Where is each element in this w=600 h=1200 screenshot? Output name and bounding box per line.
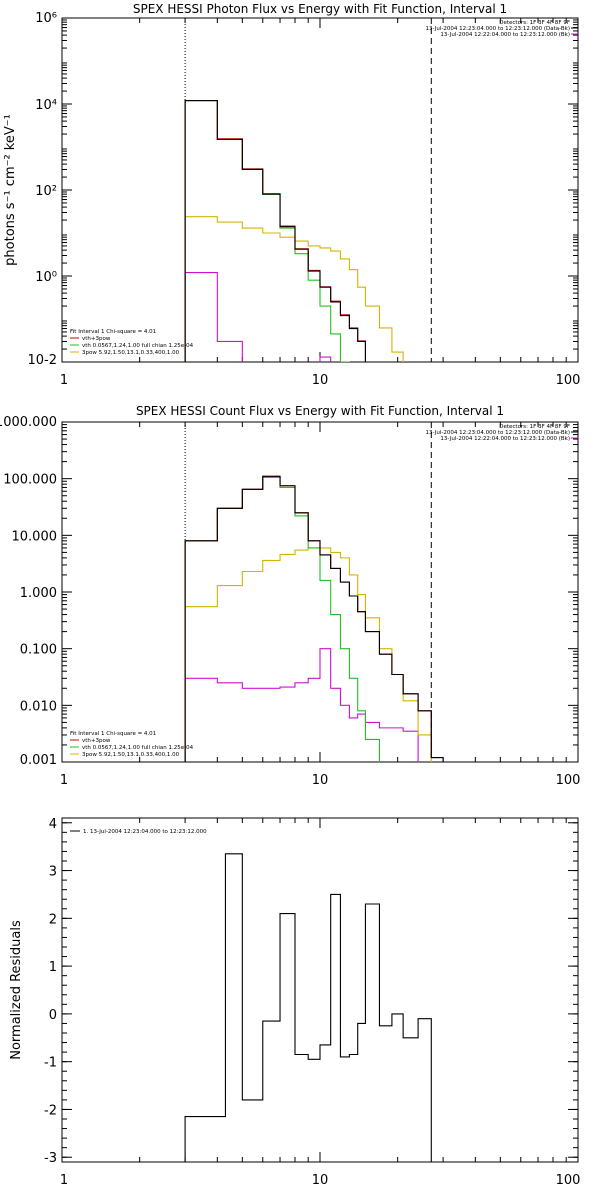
y-axis-label: photons s⁻¹ cm⁻² keV⁻¹: [3, 114, 18, 266]
x-tick-label: 1: [60, 773, 68, 788]
legend-entry: vth 0.0567,1.24,1.00 full chian 1.25e-04: [82, 745, 194, 751]
legend-entry: 3pow 5.92,1.50,13.1,0.33,400,1.00: [82, 752, 180, 758]
header-line: Detectors: 1F 3F 4F 8F 9F: [499, 20, 570, 26]
series-2-step-line: [184, 476, 381, 762]
legend-entry: 3pow 5.92,1.50,13.1,0.33,400,1.00: [82, 350, 180, 356]
plot-frame: [61, 817, 579, 1163]
y-tick-label: 3: [49, 865, 57, 880]
header-line: 13-Jul-2004 12:22:04.000 to 12:23:12.000…: [440, 32, 570, 38]
plot-area: [184, 422, 444, 762]
y-tick-label: 0.100: [20, 643, 57, 658]
y-tick-label: -2: [44, 1103, 57, 1118]
y-axis-label: Normalized Residuals: [9, 920, 24, 1060]
y-tick-label: 0.001: [20, 753, 57, 768]
plot-frame: [61, 17, 579, 363]
y-tick-label: 2: [49, 912, 57, 927]
y-tick-label: -3: [44, 1151, 57, 1166]
x-tick-label: 100: [556, 373, 581, 388]
x-tick-label: 10: [312, 1173, 329, 1188]
y-tick-label: 10²: [35, 184, 57, 199]
y-tick-label: 10.000: [12, 529, 58, 544]
header-line: 13-Jul-2004 12:23:04.000 to 12:23:12.000…: [426, 26, 571, 32]
legend-entry: 1. 13-Jul-2004 12:23:04.000 to 12:23:12.…: [83, 829, 207, 835]
x-tick-label: 10: [312, 773, 329, 788]
series-1-step-line: [184, 100, 366, 362]
series-3-step-line: [184, 547, 432, 762]
x-tick-label: 10: [312, 373, 329, 388]
chart-title: SPEX HESSI Photon Flux vs Energy with Fi…: [133, 2, 507, 16]
plot-area: [184, 853, 432, 1162]
y-tick-label: 10⁴: [35, 98, 57, 113]
plot-area: [184, 18, 432, 362]
chart-photon: SPEX HESSI Photon Flux vs Energy with Fi…: [3, 2, 581, 388]
legend-header: Fit Interval 1 Chi-square = 4.01: [70, 329, 156, 335]
y-tick-label: 1.000: [20, 586, 57, 601]
y-tick-label: 0.010: [20, 699, 57, 714]
header-line: 13-Jul-2004 12:23:04.000 to 12:23:12.000…: [426, 430, 571, 436]
series-0-step-line: [184, 100, 366, 362]
legend-entry: vth 0.0567,1.24,1.00 full chian 1.25e-04: [82, 343, 194, 349]
x-tick-label: 1: [60, 1173, 68, 1188]
y-tick-label: 10⁶: [35, 11, 57, 26]
y-tick-label: 4: [49, 817, 57, 832]
x-tick-label: 1: [60, 373, 68, 388]
series-3-step-line: [184, 216, 404, 362]
y-tick-label: 0: [49, 1008, 57, 1023]
legend-header: Fit Interval 1 Chi-square = 4.01: [70, 731, 156, 737]
header-line: 13-Jul-2004 12:22:04.000 to 12:23:12.000…: [440, 436, 570, 442]
y-tick-label: 100.000: [3, 473, 57, 488]
legend-entry: vth+3pow: [82, 738, 111, 744]
y-tick-label: -1: [44, 1056, 57, 1071]
series-0-step-line: [184, 853, 432, 1162]
chart-title: SPEX HESSI Count Flux vs Energy with Fit…: [136, 404, 504, 418]
y-tick-label: 1: [49, 960, 57, 975]
series-4-step-line: [184, 648, 419, 762]
header-line: Detectors: 1F 3F 4F 8F 9F: [499, 424, 570, 430]
x-tick-label: 100: [556, 1173, 581, 1188]
legend-entry: vth+3pow: [82, 336, 111, 342]
y-tick-label: 1000.000: [0, 415, 57, 430]
series-4-step-line: [184, 272, 332, 362]
y-tick-label: 10⁰: [35, 270, 57, 285]
x-tick-label: 100: [556, 773, 581, 788]
y-tick-label: 10-2: [27, 353, 57, 368]
series-0-step-line: [184, 475, 444, 762]
chart-count: SPEX HESSI Count Flux vs Energy with Fit…: [0, 404, 581, 788]
plot-frame: [61, 421, 579, 763]
chart-residuals: 1 10 100 -3 -2 -1 0 1 2 3 4 Normalized Residuals 1. …: [9, 817, 581, 1188]
